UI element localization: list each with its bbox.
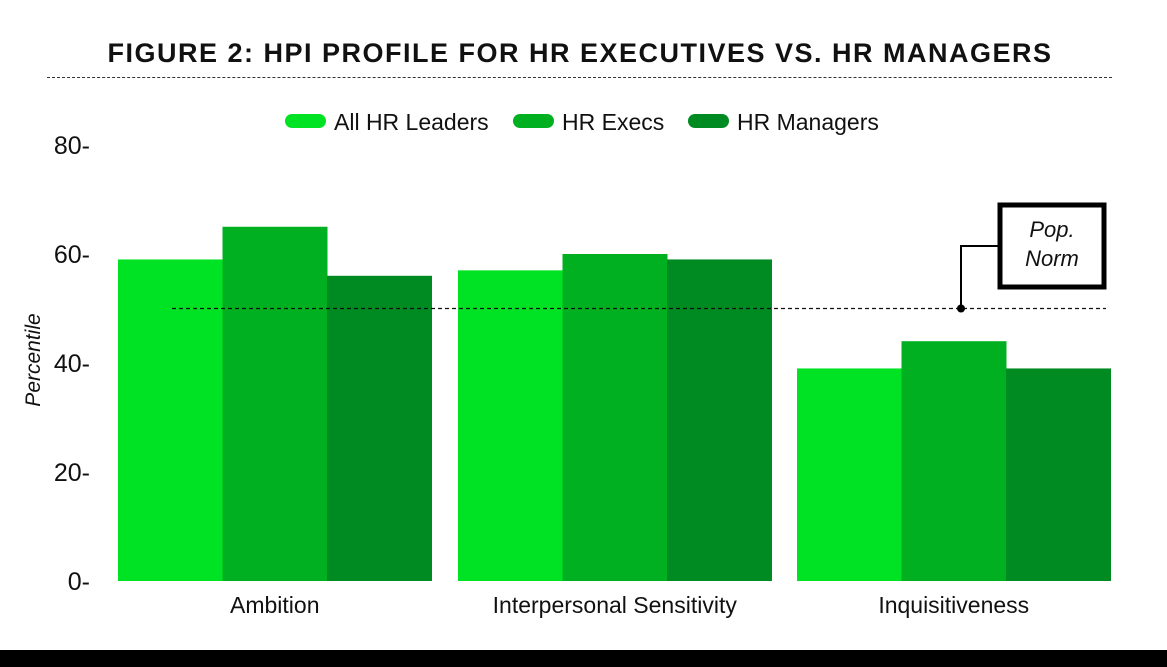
y-tick-label: 80- (54, 132, 90, 160)
title-divider (47, 77, 1112, 78)
pop-norm-label: Pop. (1029, 217, 1074, 242)
y-tick-label: 40- (54, 350, 90, 378)
bar-hr-execs (901, 341, 1007, 581)
bar-all-hr-leaders (797, 368, 902, 581)
bar-hr-execs (222, 226, 328, 581)
bar-hr-managers (667, 259, 772, 581)
legend-swatch (688, 114, 729, 128)
legend-label: All HR Leaders (334, 109, 489, 135)
legend-swatch (513, 114, 554, 128)
x-tick-label: Interpersonal Sensitivity (493, 592, 738, 618)
bottom-band (0, 650, 1167, 667)
pop-norm-box (997, 202, 1107, 290)
pop-norm-connector (960, 245, 1000, 309)
legend-label: HR Execs (562, 109, 664, 135)
y-tick-label: 60- (54, 241, 90, 269)
y-axis-label: Percentile (22, 313, 45, 406)
bar-all-hr-leaders (458, 270, 563, 581)
y-tick-label: 20- (54, 459, 90, 487)
x-tick-label: Inquisitiveness (878, 592, 1029, 618)
legend-swatch (285, 114, 326, 128)
x-tick-label: Ambition (230, 592, 319, 618)
bar-hr-execs (562, 254, 668, 581)
bar-all-hr-leaders (118, 259, 223, 581)
bar-hr-managers (1006, 368, 1111, 581)
legend-label: HR Managers (737, 109, 879, 135)
pop-norm-label: Norm (1025, 246, 1079, 271)
bar-hr-managers (327, 275, 432, 581)
y-tick-label: 0- (68, 568, 90, 596)
chart-title: FIGURE 2: HPI PROFILE FOR HR EXECUTIVES … (107, 38, 1053, 68)
